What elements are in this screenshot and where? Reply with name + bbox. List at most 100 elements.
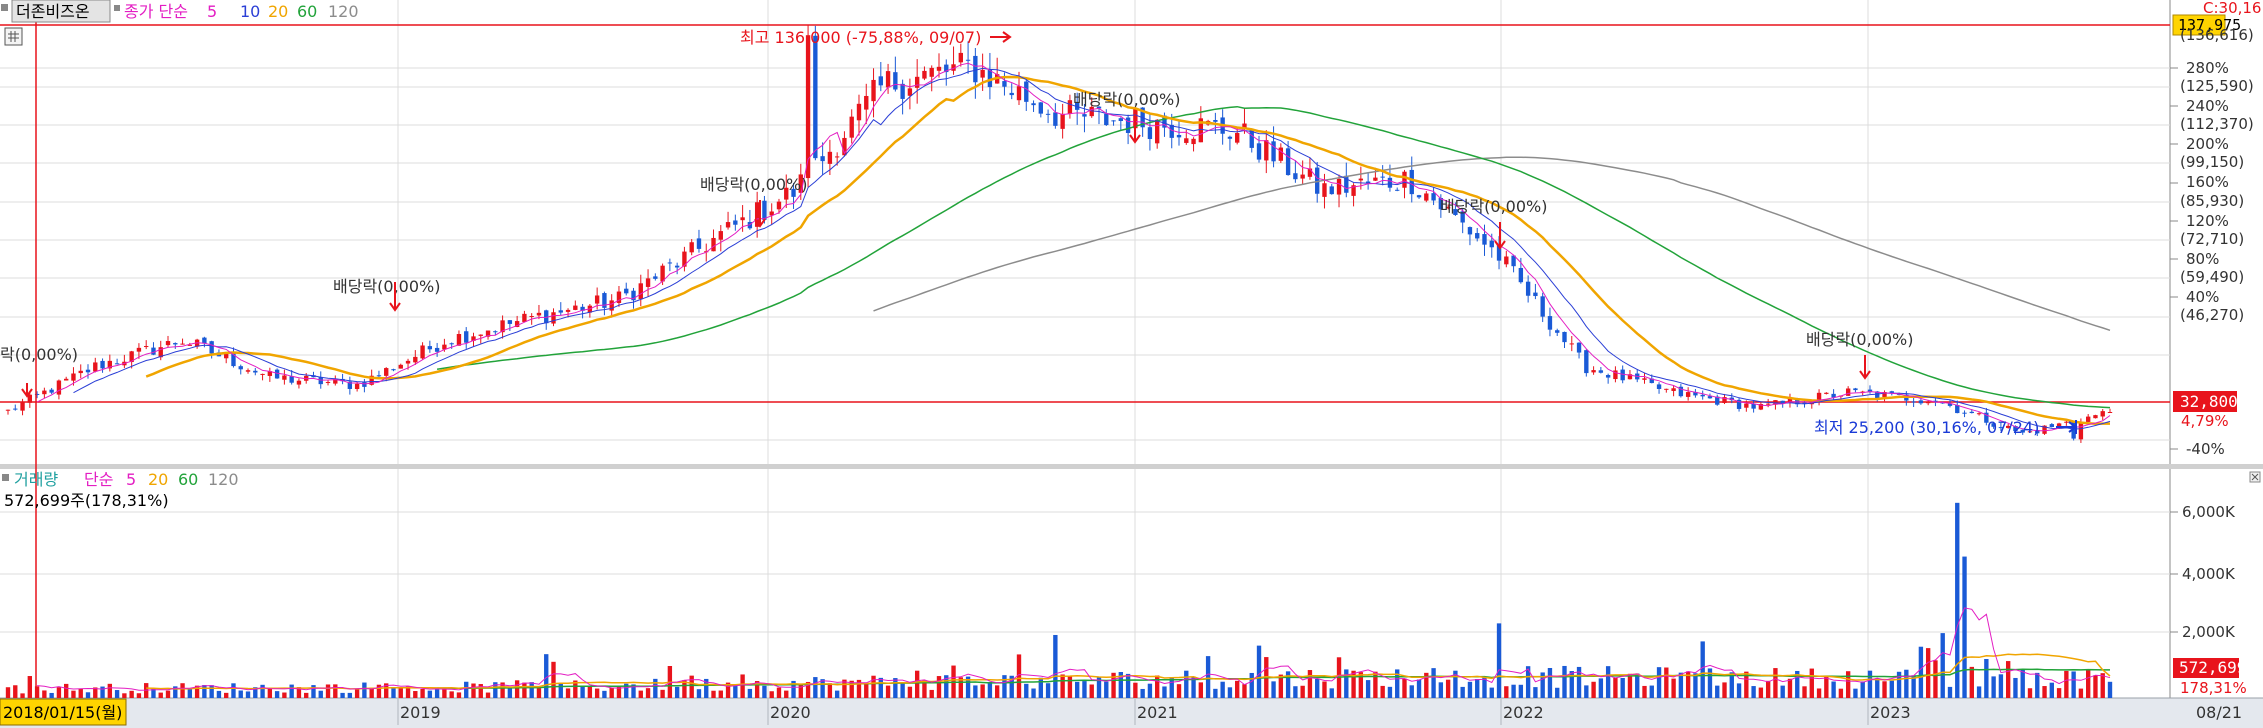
volume-bar <box>1002 675 1007 698</box>
dividend-arrow-icon <box>389 282 401 312</box>
volume-bar <box>1562 665 1567 698</box>
candle-body <box>1504 256 1509 265</box>
volume-badge-text: 572,699 <box>2179 658 2246 677</box>
candle-body <box>1649 378 1654 384</box>
candle-body <box>1191 138 1196 145</box>
volume-bar <box>5 687 11 698</box>
candle-body <box>362 382 367 387</box>
volume-bar <box>449 691 454 698</box>
corner-label: C:30,16 <box>2203 0 2261 17</box>
price-axis-pct: 120% <box>2186 212 2229 230</box>
volume-bar <box>1031 688 1036 698</box>
candle-body <box>1671 388 1676 391</box>
volume-bar <box>1671 678 1676 698</box>
candle-body <box>842 137 847 156</box>
ma-period-20: 20 <box>268 2 288 21</box>
volume-axis-label: 4,000K <box>2182 565 2236 583</box>
volume-bar <box>2035 672 2040 698</box>
candle-body <box>1991 423 1996 427</box>
volume-bar <box>1984 658 1989 698</box>
volume-bar <box>78 688 83 698</box>
volume-bar <box>13 685 18 698</box>
candle-body <box>1409 169 1414 195</box>
volume-bar <box>514 680 520 698</box>
volume-bar <box>2005 661 2011 698</box>
candle-body <box>1336 178 1342 195</box>
candle-body <box>1867 389 1873 393</box>
candle-body <box>1816 392 1822 402</box>
volume-ma-prefix: 단순 <box>84 470 113 489</box>
candle-body <box>1962 412 1967 414</box>
pane-divider[interactable] <box>0 464 2263 469</box>
dividend-arrow-icon <box>754 200 766 228</box>
candle-body <box>1416 195 1422 198</box>
candle-body <box>1307 168 1313 177</box>
candle-body <box>1300 174 1305 179</box>
volume-bar <box>1998 674 2004 698</box>
candle-body <box>1678 386 1684 397</box>
volume-bar <box>1067 676 1073 698</box>
stock-name-box[interactable] <box>11 0 111 23</box>
volume-bar <box>958 677 963 698</box>
candle-body <box>711 237 716 252</box>
candle-body <box>1998 427 2004 429</box>
candle-body <box>1976 413 1982 415</box>
price-axis-price: (136,616) <box>2180 26 2254 44</box>
volume-bar <box>325 684 331 698</box>
candle-body <box>638 283 643 300</box>
volume-bar <box>987 682 993 698</box>
volume-bar <box>1533 687 1538 698</box>
volume-bar <box>2020 669 2025 698</box>
volume-bar <box>1482 677 1487 698</box>
volume-bar <box>1845 671 1851 698</box>
volume-bar <box>1547 667 1553 698</box>
grid-table-icon[interactable] <box>4 27 23 46</box>
volume-bar <box>718 690 723 698</box>
candle-body <box>1431 193 1436 201</box>
ma120-line <box>873 156 2111 332</box>
candle-body <box>1329 186 1334 195</box>
candle-body <box>1264 140 1269 161</box>
candle-body <box>129 351 134 363</box>
candle-body <box>347 381 353 389</box>
volume-bar <box>1431 668 1436 698</box>
volume-bar <box>653 678 658 698</box>
candle-body <box>354 383 360 390</box>
volume-bar <box>682 680 687 698</box>
volume-bar <box>413 691 418 698</box>
candle-body <box>209 341 214 354</box>
candle-body <box>325 381 331 383</box>
candle-body <box>1795 398 1800 405</box>
volume-bar <box>1358 672 1364 698</box>
volume-bar <box>2078 688 2084 698</box>
candle-body <box>624 288 629 294</box>
candle-body <box>1402 171 1407 188</box>
volume-bar <box>834 690 840 698</box>
candle-body <box>1271 141 1276 162</box>
candle-body <box>616 291 622 303</box>
candle-body <box>645 278 651 287</box>
volume-bar <box>114 690 120 698</box>
candle-body <box>2093 415 2098 419</box>
volume-ma5-line <box>37 607 2111 691</box>
candle-body <box>456 334 462 346</box>
volume-bar <box>427 690 433 698</box>
volume-bar <box>122 693 127 698</box>
volume-bar <box>725 682 731 698</box>
candle-body <box>1598 370 1604 373</box>
table-toggle-button[interactable] <box>4 27 23 46</box>
volume-bar <box>1940 633 1945 698</box>
candle-body <box>631 290 636 301</box>
volume-bar <box>369 687 374 698</box>
candle-body <box>1875 391 1880 399</box>
volume-bar <box>689 675 694 698</box>
volume-axis-label: 2,000K <box>2182 623 2236 641</box>
volume-bar <box>267 688 273 698</box>
volume-bar <box>1969 666 1974 698</box>
candle-body <box>1285 148 1291 176</box>
volume-bar <box>42 690 47 698</box>
candle-body <box>1315 167 1320 194</box>
candle-body <box>1947 403 1953 406</box>
year-label-2022: 2022 <box>1503 703 1544 722</box>
volume-bar <box>1198 682 1204 698</box>
